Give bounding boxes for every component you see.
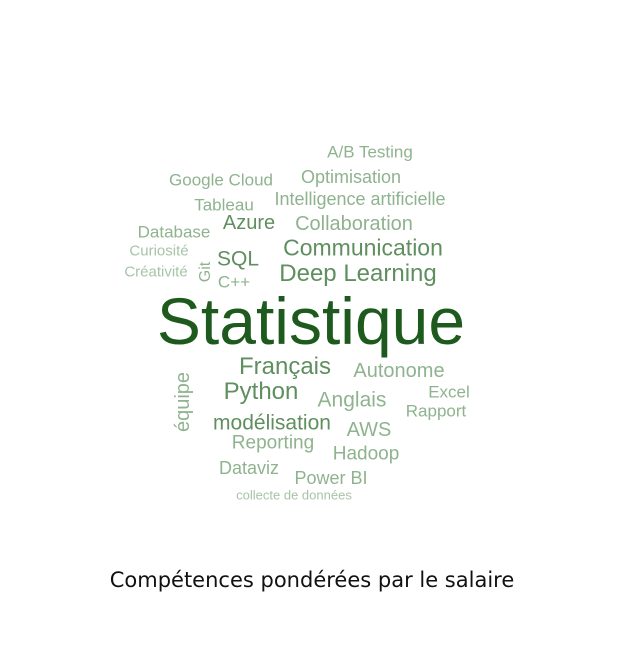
- word-intelligence-artificielle: Intelligence artificielle: [274, 189, 446, 209]
- word-google-cloud: Google Cloud: [169, 170, 273, 190]
- word-optimisation: Optimisation: [300, 167, 402, 187]
- word-statistique: Statistique: [156, 284, 466, 358]
- word-git: Git: [197, 261, 214, 283]
- word-database: Database: [137, 222, 211, 242]
- word-rapport: Rapport: [405, 401, 467, 421]
- word-communication: Communication: [283, 234, 443, 261]
- word-modelisation: modélisation: [213, 411, 331, 435]
- word-curiosite: Curiosité: [129, 242, 189, 260]
- word-francais: Français: [238, 353, 332, 380]
- word-reporting: Reporting: [231, 432, 315, 454]
- word-cplusplus: C++: [217, 272, 251, 292]
- word-deep-learning: Deep Learning: [279, 260, 437, 287]
- word-aws: AWS: [346, 419, 392, 441]
- word-a-b-testing: A/B Testing: [327, 142, 413, 162]
- word-cloud: Statistique A/B Testing Google Cloud Optimi…: [124, 142, 470, 503]
- word-sql: SQL: [216, 247, 260, 271]
- word-creativite: Créativité: [124, 263, 188, 281]
- word-dataviz: Dataviz: [218, 458, 280, 478]
- word-tableau: Tableau: [194, 195, 254, 215]
- word-collaboration: Collaboration: [295, 213, 413, 235]
- figure-caption: Compétences pondérées par le salaire: [109, 568, 515, 592]
- word-hadoop: Hadoop: [332, 443, 400, 465]
- word-collecte-de-donnees: collecte de données: [236, 487, 352, 503]
- word-equipe: équipe: [172, 371, 194, 433]
- word-autonome: Autonome: [353, 360, 445, 382]
- word-azure: Azure: [222, 212, 276, 234]
- word-excel: Excel: [428, 382, 470, 402]
- word-power-bi: Power BI: [294, 468, 368, 488]
- word-anglais: Anglais: [317, 388, 387, 412]
- word-python: Python: [223, 378, 299, 405]
